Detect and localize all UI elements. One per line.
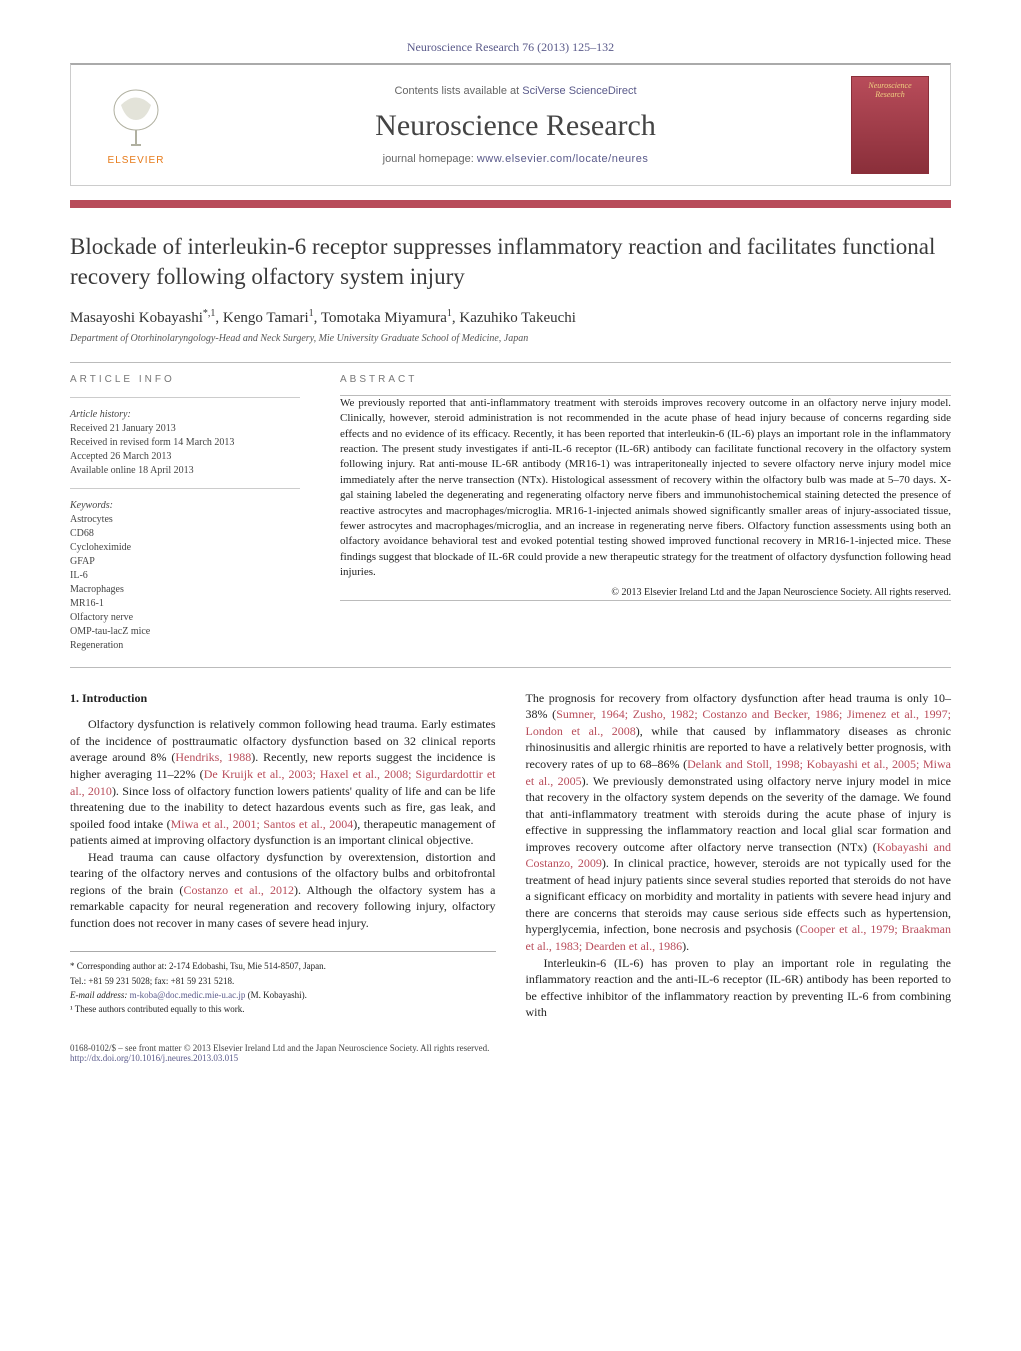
keywords-label: Keywords: xyxy=(70,499,300,513)
keyword: Olfactory nerve xyxy=(70,611,300,625)
front-matter-line: 0168-0102/$ – see front matter © 2013 El… xyxy=(70,1043,951,1053)
homepage-link[interactable]: www.elsevier.com/locate/neures xyxy=(477,153,649,165)
journal-title: Neuroscience Research xyxy=(201,109,830,143)
affiliation: Department of Otorhinolaryngology-Head a… xyxy=(70,333,951,344)
author-1: Masayoshi Kobayashi xyxy=(70,310,203,326)
history-received: Received 21 January 2013 xyxy=(70,422,300,436)
corresponding-author: * Corresponding author at: 2-174 Edobash… xyxy=(70,960,496,972)
intro-paragraph-1: Olfactory dysfunction is relatively comm… xyxy=(70,716,496,848)
email-line: E-mail address: m-koba@doc.medic.mie-u.a… xyxy=(70,989,496,1001)
citation[interactable]: Costanzo et al., 2012 xyxy=(183,883,294,897)
publisher-name: ELSEVIER xyxy=(108,155,165,166)
cover-title-line2: Research xyxy=(875,90,904,99)
left-column: 1. Introduction Olfactory dysfunction is… xyxy=(70,690,496,1021)
keyword: MR16-1 xyxy=(70,597,300,611)
elsevier-logo: ELSEVIER xyxy=(101,85,171,175)
history-label: Article history: xyxy=(70,408,300,422)
author-2: , Kengo Tamari xyxy=(215,310,308,326)
divider-below-meta xyxy=(70,667,951,668)
homepage-line: journal homepage: www.elsevier.com/locat… xyxy=(201,153,830,165)
meta-row: ARTICLE INFO Article history: Received 2… xyxy=(70,373,951,653)
intro-paragraph-3: The prognosis for recovery from olfactor… xyxy=(526,690,952,955)
intro-paragraph-2: Head trauma can cause olfactory dysfunct… xyxy=(70,849,496,932)
bottom-matter: 0168-0102/$ – see front matter © 2013 El… xyxy=(70,1043,951,1063)
keyword: Regeneration xyxy=(70,639,300,653)
journal-cover-thumbnail: Neuroscience Research xyxy=(851,76,929,174)
email-link[interactable]: m-koba@doc.medic.mie-u.ac.jp xyxy=(130,990,246,1000)
intro-paragraph-4: Interleukin-6 (IL-6) has proven to play … xyxy=(526,955,952,1021)
contents-prefix: Contents lists available at xyxy=(394,85,522,97)
article-info-block: ARTICLE INFO Article history: Received 2… xyxy=(70,373,300,653)
history-online: Available online 18 April 2013 xyxy=(70,464,300,478)
sciencedirect-link[interactable]: SciVerse ScienceDirect xyxy=(522,85,636,97)
keyword: GFAP xyxy=(70,555,300,569)
doi-link[interactable]: http://dx.doi.org/10.1016/j.neures.2013.… xyxy=(70,1053,238,1063)
section-1-heading: 1. Introduction xyxy=(70,690,496,707)
keyword: IL-6 xyxy=(70,569,300,583)
red-divider xyxy=(70,200,951,208)
authors-line: Masayoshi Kobayashi*,1, Kengo Tamari1, T… xyxy=(70,308,951,327)
cover-thumbnail-block: Neuroscience Research xyxy=(830,65,950,185)
citation[interactable]: Miwa et al., 2001; Santos et al., 2004 xyxy=(171,817,354,831)
author-4: , Kazuhiko Takeuchi xyxy=(452,310,576,326)
footnotes: * Corresponding author at: 2-174 Edobash… xyxy=(70,951,496,1015)
elsevier-tree-icon xyxy=(106,85,166,155)
page: Neuroscience Research 76 (2013) 125–132 … xyxy=(0,0,1021,1103)
abstract-text: We previously reported that anti-inflamm… xyxy=(340,396,951,581)
email-label: E-mail address: xyxy=(70,990,130,1000)
right-column: The prognosis for recovery from olfactor… xyxy=(526,690,952,1021)
keyword: Macrophages xyxy=(70,583,300,597)
author-3: , Tomotaka Miyamura xyxy=(314,310,447,326)
divider-top xyxy=(70,362,951,363)
keyword: OMP-tau-lacZ mice xyxy=(70,625,300,639)
history-accepted: Accepted 26 March 2013 xyxy=(70,450,300,464)
homepage-prefix: journal homepage: xyxy=(383,153,477,165)
keyword: Cycloheximide xyxy=(70,541,300,555)
email-suffix: (M. Kobayashi). xyxy=(245,990,307,1000)
cover-title-line1: Neuroscience xyxy=(868,81,911,90)
author-1-sup: *,1 xyxy=(203,308,216,319)
history-revised: Received in revised form 14 March 2013 xyxy=(70,436,300,450)
telephone: Tel.: +81 59 231 5028; fax: +81 59 231 5… xyxy=(70,975,496,987)
abstract-block: ABSTRACT We previously reported that ant… xyxy=(340,373,951,653)
equal-contribution: ¹ These authors contributed equally to t… xyxy=(70,1003,496,1015)
article-title: Blockade of interleukin-6 receptor suppr… xyxy=(70,232,951,292)
abstract-heading: ABSTRACT xyxy=(340,373,951,387)
contents-available-line: Contents lists available at SciVerse Sci… xyxy=(201,85,830,97)
journal-header: ELSEVIER Contents lists available at Sci… xyxy=(70,63,951,186)
keyword: Astrocytes xyxy=(70,513,300,527)
body-columns: 1. Introduction Olfactory dysfunction is… xyxy=(70,690,951,1021)
keyword: CD68 xyxy=(70,527,300,541)
article-info-heading: ARTICLE INFO xyxy=(70,373,300,387)
journal-reference: Neuroscience Research 76 (2013) 125–132 xyxy=(70,40,951,55)
header-center: Contents lists available at SciVerse Sci… xyxy=(201,65,830,185)
abstract-copyright: © 2013 Elsevier Ireland Ltd and the Japa… xyxy=(340,586,951,600)
citation[interactable]: Hendriks, 1988 xyxy=(175,750,251,764)
publisher-logo-block: ELSEVIER xyxy=(71,65,201,185)
